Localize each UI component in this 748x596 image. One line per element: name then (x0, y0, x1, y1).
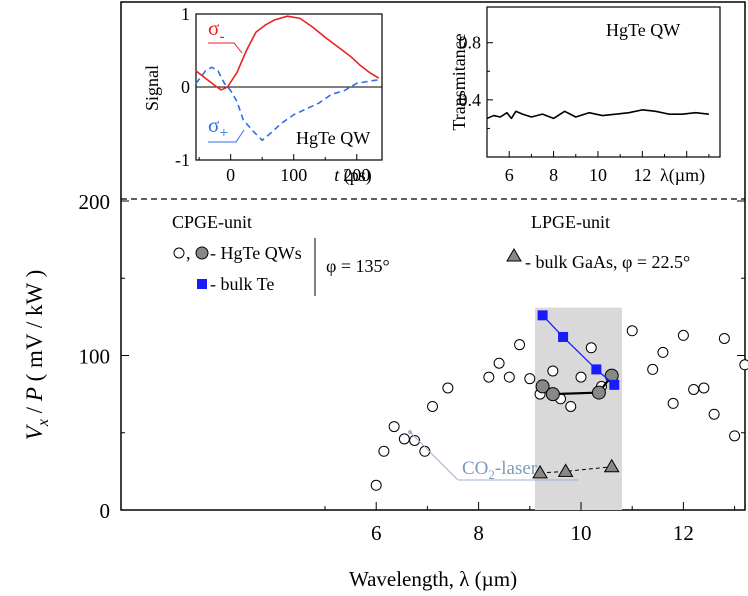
x-tick-label: 6 (371, 521, 382, 545)
hgte-open-point (493, 357, 505, 369)
legend-phi-cpge: φ = 135° (326, 256, 390, 276)
signal-y-label: Signal (142, 65, 162, 111)
legend-triangle-marker (506, 248, 522, 262)
bulk-te-point (609, 379, 620, 390)
legend-cpge-title: CPGE-unit (172, 212, 252, 232)
x-axis-label: Wavelength, λ (µm) (349, 567, 517, 591)
plot-frame (120, 1, 746, 511)
hgte-open-point (718, 333, 730, 345)
co2-label: CO2-laser (462, 458, 538, 482)
hgte-open-point (688, 383, 700, 395)
bulk-gaas-point (603, 458, 620, 473)
x-tick-label: 12 (673, 521, 694, 545)
hgte-open-point (419, 445, 431, 457)
hgte-open-point (483, 371, 495, 383)
legend-open-circle-marker (173, 247, 185, 259)
transmitance-curve (486, 109, 709, 120)
bulk-te-point (558, 331, 569, 342)
signal-y-tick-label: -1 (175, 150, 190, 170)
x-tick-label: 8 (473, 521, 484, 545)
hgte-open-point (398, 433, 410, 445)
hgte-open-point (427, 400, 439, 412)
signal-caption: HgTe QW (296, 128, 370, 148)
legend: CPGE-unit , - HgTe QWs - bulk Te φ = 135… (172, 212, 690, 296)
sigma-minus-curve (195, 15, 380, 91)
signal-x-tick-label: 200 (343, 165, 370, 185)
hgte-filled-point (591, 385, 606, 400)
trans-y-tick-label: 0.8 (459, 33, 482, 53)
legend-gaas-label: - bulk GaAs, φ = 22.5° (525, 252, 690, 272)
hgte-open-point (708, 408, 720, 420)
signal-x-tick-label: 100 (280, 165, 307, 185)
legend-te-label: - bulk Te (210, 274, 274, 294)
hgte-open-point (442, 382, 454, 394)
signal-y-tick-label: 1 (181, 4, 190, 24)
legend-lpge-title: LPGE-unit (531, 212, 610, 232)
hgte-open-point (677, 329, 689, 341)
hgte-open-point (370, 479, 382, 491)
bulk-gaas-point (557, 463, 574, 477)
signal-x-label: t (ps) (334, 165, 372, 186)
y-tick-label: 200 (79, 190, 111, 214)
sigma-plus-curve (195, 66, 379, 142)
hgte-open-point (729, 430, 741, 442)
sigma-plus-label: σ+ (208, 113, 228, 142)
trans-y-tick-label: 0.4 (459, 90, 482, 110)
x-tick-label: 10 (571, 521, 592, 545)
trans-x-tick-label: 12 (633, 165, 651, 185)
legend-filled-circle-marker (195, 246, 209, 260)
legend-square-marker (197, 279, 207, 289)
co2-marker (408, 430, 412, 434)
bulk-gaas-line (540, 466, 612, 474)
hgte-open-point (698, 382, 710, 394)
co2-band (534, 307, 622, 510)
trans-x-tick-label: 10 (589, 165, 607, 185)
hgte-open-point (503, 371, 515, 383)
trans-inset-frame (486, 6, 721, 158)
trans-x-tick-label: 6 (505, 165, 514, 185)
hgte-filled-point (535, 379, 550, 394)
hgte-open-point (657, 346, 669, 358)
bulk-gaas-point (532, 464, 548, 479)
hgte-open-point (647, 363, 659, 375)
hgte-open-point (378, 445, 390, 457)
signal-x-tick-label: 0 (226, 165, 235, 185)
y-axis-label: Vx / P ( mV / kW ) (22, 270, 52, 440)
trans-x-label: λ(µm) (660, 165, 705, 186)
hgte-open-point (739, 359, 748, 371)
sigma-minus-pointer (208, 42, 243, 54)
sigma-minus-label: σ- (208, 16, 225, 45)
legend-hgte-separator: , (186, 243, 191, 263)
hgte-open-point (524, 373, 536, 385)
hgte-open-point (626, 325, 638, 337)
trans-y-label: Transmitance (449, 33, 469, 130)
hgte-open-point (565, 400, 577, 412)
bulk-te-line (542, 314, 615, 386)
y-tick-label: 100 (79, 345, 111, 369)
hgte-open-point (585, 342, 597, 354)
bulk-te-point (537, 310, 548, 321)
signal-y-tick-label: 0 (181, 77, 190, 97)
legend-hgte-label: - HgTe QWs (210, 243, 302, 263)
hgte-filled-point (545, 387, 560, 402)
y-tick-label: 0 (100, 499, 111, 523)
bulk-te-point (591, 364, 602, 375)
hgte-open-point (667, 397, 679, 409)
sigma-plus-pointer (208, 129, 245, 143)
hgte-open-point (388, 421, 400, 433)
hgte-open-point (514, 339, 526, 351)
hgte-open-point (575, 371, 587, 383)
hgte-open-point (547, 365, 559, 377)
trans-caption: HgTe QW (606, 20, 680, 40)
trans-x-tick-label: 8 (549, 165, 558, 185)
hgte-open-point (409, 434, 421, 446)
co2-leader-line (409, 431, 459, 481)
